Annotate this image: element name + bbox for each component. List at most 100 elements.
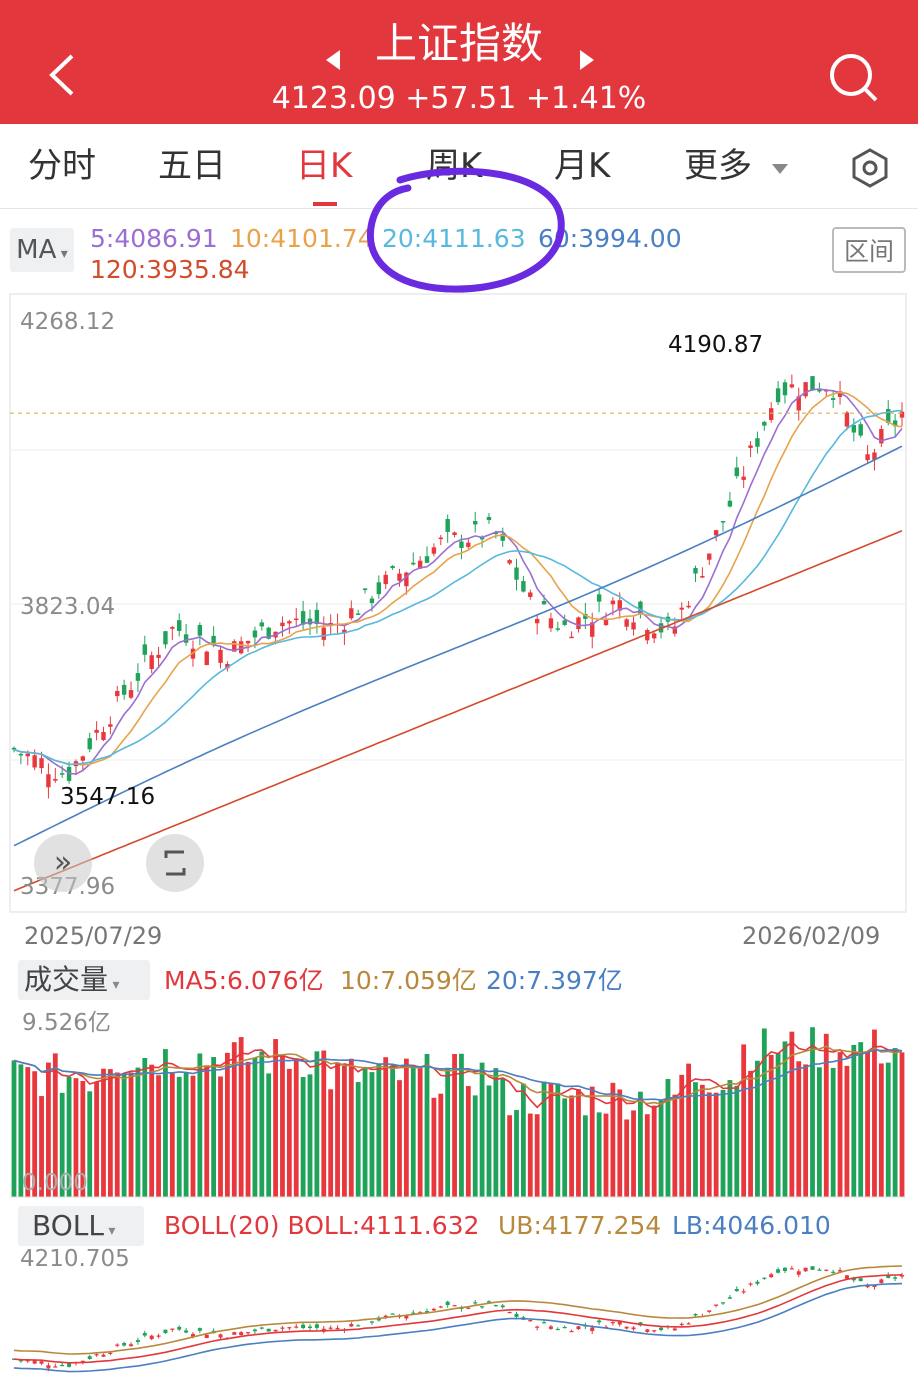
boll-candle-body	[328, 1327, 333, 1329]
range-button[interactable]: 区间	[832, 227, 906, 273]
candle-body	[32, 755, 37, 768]
volume-bar	[589, 1086, 595, 1197]
volume-bar	[87, 1091, 93, 1197]
candle-body	[383, 574, 388, 585]
candle-body	[500, 533, 505, 541]
ma-line-ma60	[13, 445, 903, 847]
volume-bar	[816, 1067, 822, 1197]
candle-body	[287, 621, 292, 624]
candle-body	[156, 654, 161, 658]
volume-bar	[218, 1076, 223, 1197]
next-triangle-icon[interactable]	[580, 50, 594, 70]
boll-candle-body	[349, 1323, 354, 1327]
candle-body	[459, 541, 464, 548]
volume-bar	[293, 1058, 299, 1197]
candle-body	[252, 630, 258, 638]
candle-body	[183, 634, 189, 643]
kline-chart[interactable]	[0, 292, 918, 952]
boll-candle-body	[101, 1354, 106, 1357]
candle-body	[686, 605, 691, 608]
tab-intraday[interactable]: 分时	[28, 146, 96, 186]
volume-chart[interactable]	[0, 1000, 918, 1200]
boll-candle-body	[528, 1320, 533, 1322]
volume-bar	[32, 1071, 38, 1197]
candle-body	[741, 476, 746, 480]
boll-candle-body	[87, 1356, 92, 1360]
volume-bar	[720, 1089, 726, 1197]
boll-candle-body	[714, 1304, 719, 1306]
boll-candle-body	[294, 1326, 299, 1328]
tab-daily-k[interactable]: 日K	[296, 146, 353, 186]
volume-bar	[445, 1069, 451, 1197]
boll-candle-body	[142, 1332, 147, 1336]
active-tab-underline	[313, 202, 337, 206]
ma-selector[interactable]: MA ▾	[10, 228, 74, 272]
candle-body	[142, 644, 147, 655]
tab-monthly-k[interactable]: 月K	[554, 146, 611, 186]
volume-bar	[782, 1041, 788, 1197]
volume-selector[interactable]: 成交量 ▾	[18, 960, 150, 1000]
volume-bar	[314, 1051, 320, 1197]
candle-body	[466, 542, 471, 547]
volume-bar	[638, 1091, 643, 1197]
tab-weekly-k[interactable]: 周K	[426, 146, 483, 186]
volume-bar	[342, 1065, 347, 1197]
volume-bar	[362, 1068, 368, 1197]
candle-body	[452, 532, 457, 536]
index-quote: 4123.09 +57.51 +1.41%	[271, 81, 647, 116]
annotation-circle	[367, 167, 565, 293]
boll-candle-body	[115, 1344, 120, 1346]
boll-candle-body	[562, 1326, 567, 1329]
boll-candle-body	[672, 1328, 677, 1331]
volume-bar	[631, 1110, 636, 1197]
boll-candle-body	[500, 1305, 505, 1308]
candle-body	[617, 600, 622, 611]
volume-bar	[211, 1057, 217, 1197]
candle-body	[844, 412, 850, 427]
tab-five-day[interactable]: 五日	[158, 146, 226, 186]
ma-line-ma120	[13, 530, 903, 892]
boll-candle-body	[53, 1366, 58, 1368]
boll-candle-body	[232, 1332, 237, 1335]
vol-ma20-value: 20:7.397亿	[486, 966, 623, 995]
boll-candle-body	[46, 1365, 51, 1369]
tab-more[interactable]: 更多	[684, 146, 752, 186]
back-arrow-icon[interactable]	[44, 52, 80, 98]
volume-bar	[851, 1044, 857, 1197]
volume-bar	[823, 1033, 829, 1197]
volume-bar	[80, 1080, 86, 1197]
boll-candle-body	[204, 1334, 209, 1339]
boll-candle-body	[94, 1354, 99, 1356]
volume-bar	[810, 1027, 815, 1197]
settings-icon[interactable]	[850, 148, 890, 188]
volume-bar	[693, 1082, 698, 1197]
volume-bar	[459, 1053, 464, 1197]
fast-forward-icon[interactable]: »	[34, 834, 92, 892]
fullscreen-icon[interactable]	[146, 834, 204, 892]
boll-candle-body	[838, 1270, 843, 1272]
volume-bar	[183, 1072, 189, 1197]
volume-bar	[699, 1084, 705, 1197]
volume-bar	[266, 1073, 272, 1197]
candle-body	[314, 609, 320, 625]
boll-candle-body	[555, 1328, 560, 1331]
volume-bar	[348, 1058, 354, 1197]
boll-chart[interactable]	[0, 1250, 918, 1377]
volume-bar	[259, 1051, 265, 1197]
search-icon[interactable]	[826, 50, 882, 106]
boll-candle-body	[844, 1275, 849, 1279]
candle-body	[534, 618, 540, 624]
boll-candle-body	[280, 1327, 285, 1329]
candle-body	[349, 608, 354, 619]
prev-triangle-icon[interactable]	[326, 50, 340, 70]
boll-selector[interactable]: BOLL ▾	[18, 1206, 144, 1246]
volume-bar	[424, 1053, 430, 1197]
vol-ma10-value: 10:7.059亿	[340, 966, 477, 995]
candle-body	[170, 627, 175, 629]
boll-candle-body	[693, 1313, 698, 1316]
volume-bar	[789, 1031, 795, 1197]
candle-body	[837, 391, 843, 397]
volume-bar	[280, 1056, 285, 1197]
volume-bar	[555, 1083, 561, 1197]
volume-min-label: 0.000	[22, 1170, 88, 1196]
